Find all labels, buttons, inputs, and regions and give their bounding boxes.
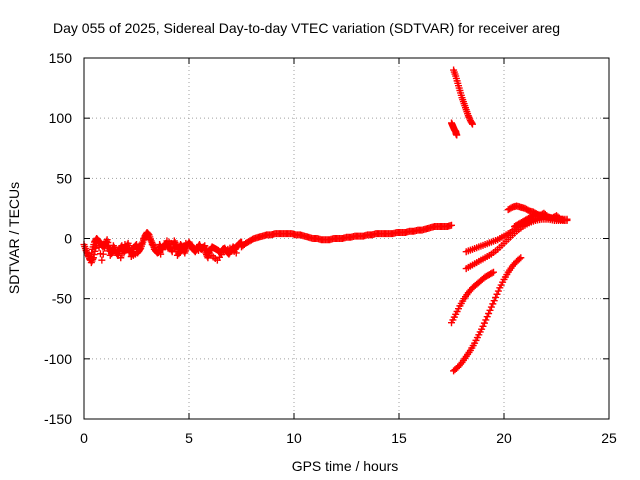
x-axis-label: GPS time / hours	[292, 458, 399, 474]
data-point	[99, 250, 107, 258]
data-point	[123, 245, 131, 253]
data-point	[489, 300, 497, 308]
data-point	[134, 249, 142, 257]
x-tick-label: 10	[286, 430, 302, 446]
data-point	[469, 120, 476, 128]
data-point	[138, 239, 146, 247]
data-point	[457, 360, 465, 368]
x-tick-label: 20	[496, 430, 512, 446]
data-point	[117, 254, 125, 262]
data-point	[157, 250, 165, 258]
data-point	[517, 254, 525, 262]
data-point	[486, 306, 494, 314]
data-point	[143, 232, 151, 240]
data-point	[487, 303, 495, 311]
data-point	[480, 319, 488, 327]
data-point	[148, 241, 156, 249]
x-tick-label: 0	[80, 430, 88, 446]
chart-title: Day 055 of 2025, Sidereal Day-to-day VTE…	[53, 20, 560, 36]
series-high-cluster	[448, 119, 461, 139]
x-tick-label: 25	[601, 430, 617, 446]
data-point	[109, 248, 117, 256]
data-point	[515, 255, 523, 263]
data-point	[87, 259, 95, 267]
tick-labels: 0 5 10 15 20 25 150 100 50 0 -50 -100 -150	[44, 50, 617, 446]
data-point	[448, 221, 455, 229]
data-point	[103, 243, 111, 251]
y-tick-label: 100	[49, 110, 73, 126]
data-point	[144, 231, 152, 239]
data-point	[161, 241, 169, 249]
data-point	[493, 290, 501, 298]
x-tick-label: 15	[391, 430, 407, 446]
data-point	[91, 247, 99, 255]
y-tick-label: -150	[44, 411, 72, 427]
data-point	[169, 241, 177, 249]
series-low-branch-2	[448, 268, 497, 327]
data-point	[232, 249, 240, 257]
data-point	[561, 216, 569, 224]
series-low-branch-1	[450, 254, 525, 375]
series-right-cluster	[511, 209, 569, 230]
y-tick-label: -50	[52, 291, 72, 307]
data-point	[494, 287, 502, 295]
data-point	[85, 252, 93, 260]
data-point	[102, 238, 110, 246]
data-point	[83, 249, 91, 257]
y-tick-label: 150	[49, 50, 73, 66]
data-point	[482, 316, 490, 324]
data-point	[95, 243, 103, 251]
data-point	[98, 256, 106, 264]
data-point	[125, 249, 133, 257]
series-noisy-start-scatter	[83, 231, 240, 267]
data-point	[176, 248, 184, 256]
data-point	[94, 237, 102, 245]
data-point	[118, 249, 126, 257]
data-point	[136, 244, 144, 252]
y-tick-label: -100	[44, 351, 72, 367]
series-high-branch	[450, 66, 476, 128]
data-point	[485, 310, 493, 318]
data-point	[483, 313, 491, 321]
data-point	[492, 293, 500, 301]
data-point	[479, 322, 487, 330]
data-point	[488, 269, 496, 277]
data-point	[453, 131, 461, 139]
data-marks	[80, 66, 571, 375]
series-smooth-track	[238, 221, 455, 251]
data-point	[490, 268, 497, 276]
data-point	[146, 236, 154, 244]
y-tick-label: 50	[56, 170, 72, 186]
x-tick-label: 5	[185, 430, 193, 446]
y-axis-label: SDTVAR / TECUs	[6, 182, 22, 294]
data-point	[490, 297, 498, 305]
data-point	[159, 246, 167, 254]
y-tick-label: 0	[64, 231, 72, 247]
data-point	[121, 241, 129, 249]
plot-frame	[83, 57, 610, 420]
data-point	[89, 254, 97, 262]
data-point	[171, 244, 179, 252]
